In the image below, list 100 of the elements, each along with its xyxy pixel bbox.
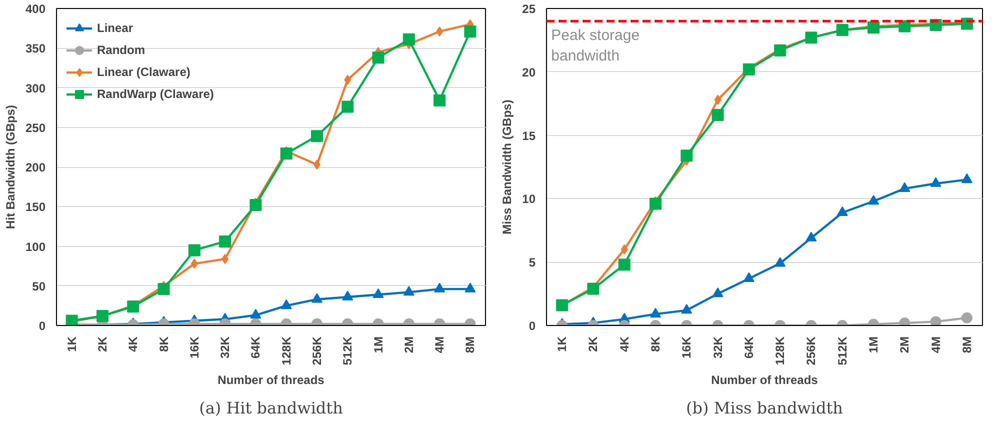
x-tick-label: 512K xyxy=(835,336,850,366)
point xyxy=(681,304,692,314)
y-tick-label: 50 xyxy=(32,279,46,294)
y-tick-label: 400 xyxy=(25,2,46,16)
y-tick-label: 20 xyxy=(522,65,536,80)
y-tick-label: 25 xyxy=(522,2,536,16)
point xyxy=(712,288,724,298)
x-tick-label: 8K xyxy=(648,336,662,352)
point xyxy=(774,257,786,267)
x-tick-label: 128K xyxy=(279,336,294,366)
x-tick-label: 1M xyxy=(866,336,880,354)
x-tick-label: 2K xyxy=(586,336,600,352)
point xyxy=(280,299,292,310)
point xyxy=(806,232,817,242)
point xyxy=(868,194,879,205)
point xyxy=(310,130,323,142)
x-tick-label: 256K xyxy=(804,336,818,366)
point xyxy=(127,300,140,312)
point xyxy=(250,199,262,212)
point xyxy=(680,150,693,162)
x-tick-label: 32K xyxy=(218,336,232,359)
ref-line-label: Peak storage bandwidth xyxy=(551,27,640,65)
point xyxy=(464,282,476,292)
y-tick-label: 15 xyxy=(522,128,536,143)
point xyxy=(868,22,880,34)
y-tick-label: 250 xyxy=(25,120,46,135)
y-axis-title: Miss Bandwidth (GBps) xyxy=(500,100,514,234)
point xyxy=(436,26,444,36)
x-tick-label: 8M xyxy=(463,336,478,354)
x-tick-label: 16K xyxy=(680,336,694,359)
text: (a) Hit bandwidth xyxy=(199,398,343,418)
point xyxy=(313,160,320,170)
point xyxy=(805,32,818,44)
point xyxy=(222,254,229,264)
point xyxy=(836,24,848,36)
legend-label: Linear (Claware) xyxy=(97,65,190,79)
y-tick-label: 150 xyxy=(25,200,46,214)
point xyxy=(899,182,910,192)
point xyxy=(930,316,942,326)
x-tick-label: 1K xyxy=(64,336,79,352)
x-tick-label: 64K xyxy=(742,336,756,359)
point xyxy=(342,290,354,300)
point xyxy=(190,258,198,269)
x-tick-label: 256K xyxy=(310,336,324,366)
x-tick-label: 1K xyxy=(555,336,570,352)
y-tick-label: 100 xyxy=(25,240,46,254)
point xyxy=(930,177,942,187)
x-axis-title: Number of threads xyxy=(711,373,818,388)
point xyxy=(372,52,384,64)
point xyxy=(219,235,232,248)
x-tick-label: 32K xyxy=(710,336,725,359)
legend-label: Random xyxy=(97,43,145,57)
point xyxy=(620,244,628,254)
point xyxy=(434,282,446,292)
point xyxy=(372,288,384,298)
point xyxy=(344,74,352,85)
point xyxy=(836,206,848,216)
x-tick-label: 16K xyxy=(187,336,202,359)
y-tick-label: 200 xyxy=(25,160,46,174)
point xyxy=(742,63,755,76)
y-tick-label: 5 xyxy=(528,256,536,270)
point xyxy=(96,310,108,322)
point xyxy=(464,25,476,38)
point xyxy=(712,109,724,122)
point xyxy=(188,244,200,256)
x-tick-label: 512K xyxy=(340,336,355,366)
text: (b) Miss bandwidth xyxy=(686,398,843,418)
x-tick-label: 128K xyxy=(773,336,788,366)
y-tick-label: 0 xyxy=(38,319,46,333)
point xyxy=(774,44,786,56)
point xyxy=(743,272,754,282)
y-tick-label: 300 xyxy=(25,81,46,96)
point xyxy=(714,94,722,105)
point xyxy=(250,308,262,319)
point xyxy=(403,286,414,296)
point xyxy=(66,314,78,326)
y-tick-label: 10 xyxy=(522,192,536,206)
x-tick-label: 2K xyxy=(95,336,110,352)
point xyxy=(961,173,972,184)
x-tick-label: 64K xyxy=(248,336,263,359)
point xyxy=(342,100,354,113)
y-tick-label: 350 xyxy=(25,42,46,56)
y-tick-label: 0 xyxy=(528,319,536,333)
point xyxy=(402,33,415,46)
legend-label: RandWarp (Claware) xyxy=(97,87,214,101)
point xyxy=(650,308,661,318)
x-tick-label: 4K xyxy=(617,336,632,352)
x-axis-title: Number of threads xyxy=(218,373,325,388)
legend-label: Linear xyxy=(97,21,134,35)
point xyxy=(434,94,446,106)
x-tick-label: 8M xyxy=(960,336,974,354)
x-tick-label: 4K xyxy=(126,336,140,352)
point xyxy=(311,293,322,303)
x-tick-label: 8K xyxy=(156,336,171,352)
point xyxy=(280,148,292,160)
x-tick-label: 2M xyxy=(898,336,912,354)
x-tick-label: 2M xyxy=(402,336,416,354)
x-tick-label: 4M xyxy=(928,336,943,354)
x-tick-label: 1M xyxy=(371,336,386,354)
y-axis-title: Hit Bandwidth (GBps) xyxy=(3,105,18,229)
